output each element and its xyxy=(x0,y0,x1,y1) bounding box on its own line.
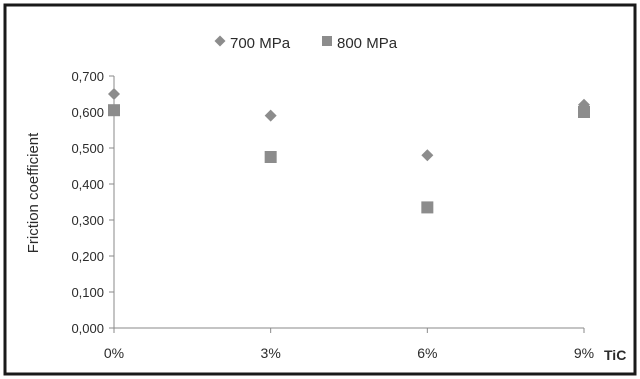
point-800-mpa xyxy=(108,104,120,117)
y-tick-label: 0,400 xyxy=(71,177,104,192)
y-axis-title: Friction coefficient xyxy=(25,132,42,253)
point-700-mpa xyxy=(421,149,434,162)
point-800-mpa xyxy=(578,106,590,118)
point-700-mpa xyxy=(108,88,120,100)
y-tick-label: 0,600 xyxy=(71,105,104,120)
x-axis-title: TiC xyxy=(604,347,626,363)
y-tick-label: 0,700 xyxy=(71,69,104,84)
data-points xyxy=(108,88,590,214)
y-tick-label: 0,100 xyxy=(71,285,104,300)
y-tick-label: 0,000 xyxy=(71,321,104,336)
point-700-mpa xyxy=(264,109,277,122)
x-tick-label: 0% xyxy=(104,345,124,361)
legend-marker-700-mpa xyxy=(214,35,226,47)
y-tick-label: 0,200 xyxy=(71,249,104,264)
x-tick-label: 3% xyxy=(261,345,281,361)
x-tick-label: 9% xyxy=(574,345,594,361)
y-tick-label: 0,500 xyxy=(71,141,104,156)
y-ticks: 0,000 0,100 0,200 0,300 0,400 0,500 0,600 0,700 xyxy=(71,69,114,336)
legend-label-700-mpa: 700 MPa xyxy=(230,35,291,52)
chart-border xyxy=(3,3,637,376)
legend-label-800-mpa: 800 MPa xyxy=(337,35,398,52)
y-tick-label: 0,300 xyxy=(71,213,104,228)
legend: 700 MPa 800 MPa xyxy=(214,35,398,52)
x-tick-label: 6% xyxy=(417,345,437,361)
x-ticks: 0% 3% 6% 9% xyxy=(104,328,594,361)
point-800-mpa xyxy=(264,151,277,163)
legend-marker-800-mpa xyxy=(322,36,332,46)
point-800-mpa xyxy=(421,201,434,214)
